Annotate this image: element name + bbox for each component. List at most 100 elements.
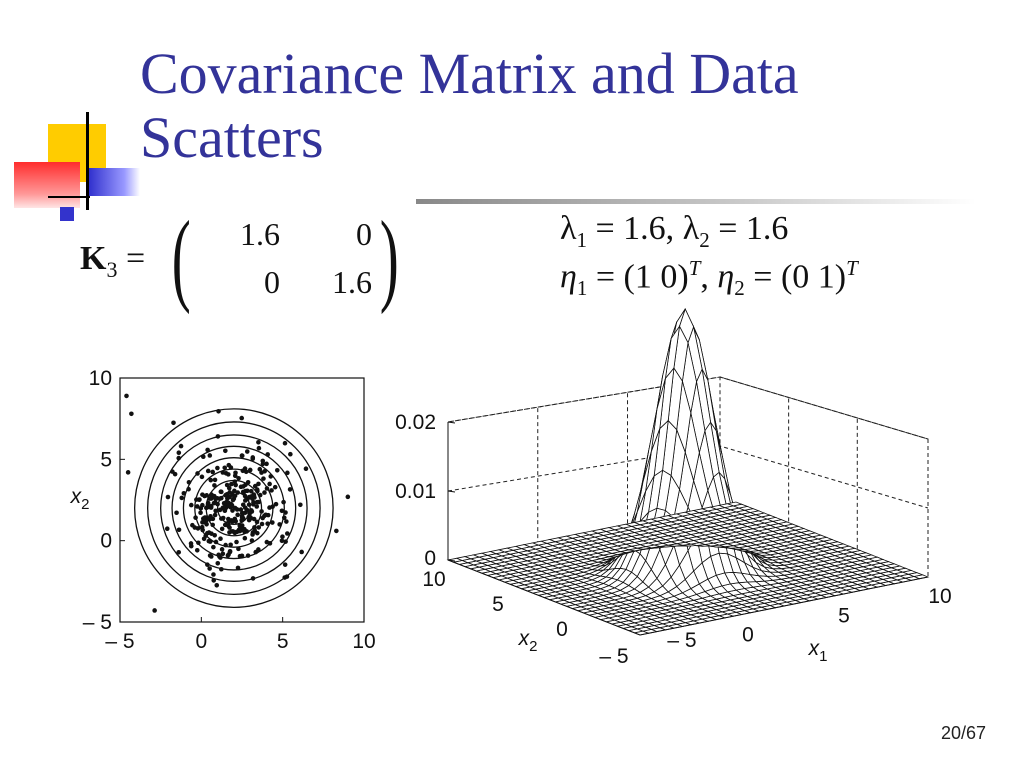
data-point [223,492,228,498]
data-point [201,536,207,542]
data-point [188,502,194,508]
data-point [211,544,216,550]
x2-axis-line [447,559,641,636]
data-point [210,522,216,528]
data-point [212,500,218,505]
data-point [125,470,131,475]
data-point [152,608,157,613]
data-point [199,474,205,480]
data-point [269,488,274,493]
title-rule [416,199,976,204]
data-point [186,486,191,492]
data-point [240,484,246,489]
data-point [223,448,228,454]
data-point [239,513,245,519]
x1-axis-label: x1 [808,637,828,665]
data-point [262,490,267,495]
y-tick-label: 0 [100,530,112,553]
data-point [215,465,220,471]
data-point [171,420,176,426]
data-point [241,527,246,533]
data-point [124,393,129,399]
data-point [283,510,288,515]
data-point [129,411,134,417]
data-point [268,474,274,479]
data-point [205,447,210,453]
data-point [208,477,214,483]
y-axis-label: x2 [70,485,90,513]
data-point [283,539,288,544]
data-point [226,503,232,509]
eigenvectors-line: η1 = (1 0)T, η2 = (0 1)T [560,256,858,301]
data-point [279,508,285,514]
data-point [205,562,210,567]
data-point [205,468,211,474]
data-point [249,508,254,513]
data-point [217,496,223,501]
data-point [197,497,202,503]
data-point [212,477,218,483]
data-point [259,521,265,527]
z-tick-label: 0.02 [395,411,436,434]
deco-blue-bar [88,168,140,196]
contour-ring [147,421,321,595]
data-point [230,519,235,524]
data-point [226,519,231,524]
data-point [256,439,261,445]
data-point [218,536,223,542]
data-point [281,499,286,505]
x1-tick-label: – 5 [667,629,696,652]
matrix-cell-12: 0 [356,216,372,252]
data-point [244,507,250,513]
y-tick-label: – 5 [83,611,112,634]
z-tick-mark [447,421,456,424]
data-point [164,526,170,531]
data-point [334,528,339,534]
data-point [226,485,232,491]
page-number: 20/67 [940,723,986,743]
data-point [200,519,206,525]
data-point [188,541,194,546]
data-point [210,469,216,475]
data-point [259,509,264,514]
data-point [245,553,251,558]
y-tick-label: 5 [100,448,112,471]
data-point [209,554,214,559]
data-point [274,467,280,473]
x1-axis-line [639,576,929,636]
left-paren: ( [171,200,191,315]
x2-tick-label: 0 [556,618,568,641]
data-point [254,504,260,509]
data-point [206,538,212,544]
data-point [238,507,244,512]
data-point [200,454,206,460]
matrix-definition: K3 = ( 1.6 0 0 1.6 ) [80,206,420,312]
data-point [263,512,269,518]
data-point [282,562,288,567]
data-point [265,521,270,526]
surface-mesh [446,307,930,636]
data-point [236,527,242,533]
data-point [264,486,270,491]
data-point [257,492,263,498]
data-point [252,483,258,489]
data-point [194,548,200,553]
data-point [239,518,244,523]
contour-ring [160,434,308,582]
data-point [200,516,206,521]
x-tick-label: 5 [277,630,289,653]
deco-vertical-line [86,112,89,210]
data-point [277,522,282,527]
data-point [232,479,238,484]
data-point [288,451,293,457]
deco-blue-square [60,207,74,221]
data-point [239,415,245,421]
data-point [227,549,233,555]
z-tick-mark [447,559,456,562]
data-point [195,471,200,476]
data-point [222,465,228,471]
data-point [267,481,272,487]
data-point [199,524,205,530]
scatter-frame [119,377,365,623]
data-point [282,440,288,446]
